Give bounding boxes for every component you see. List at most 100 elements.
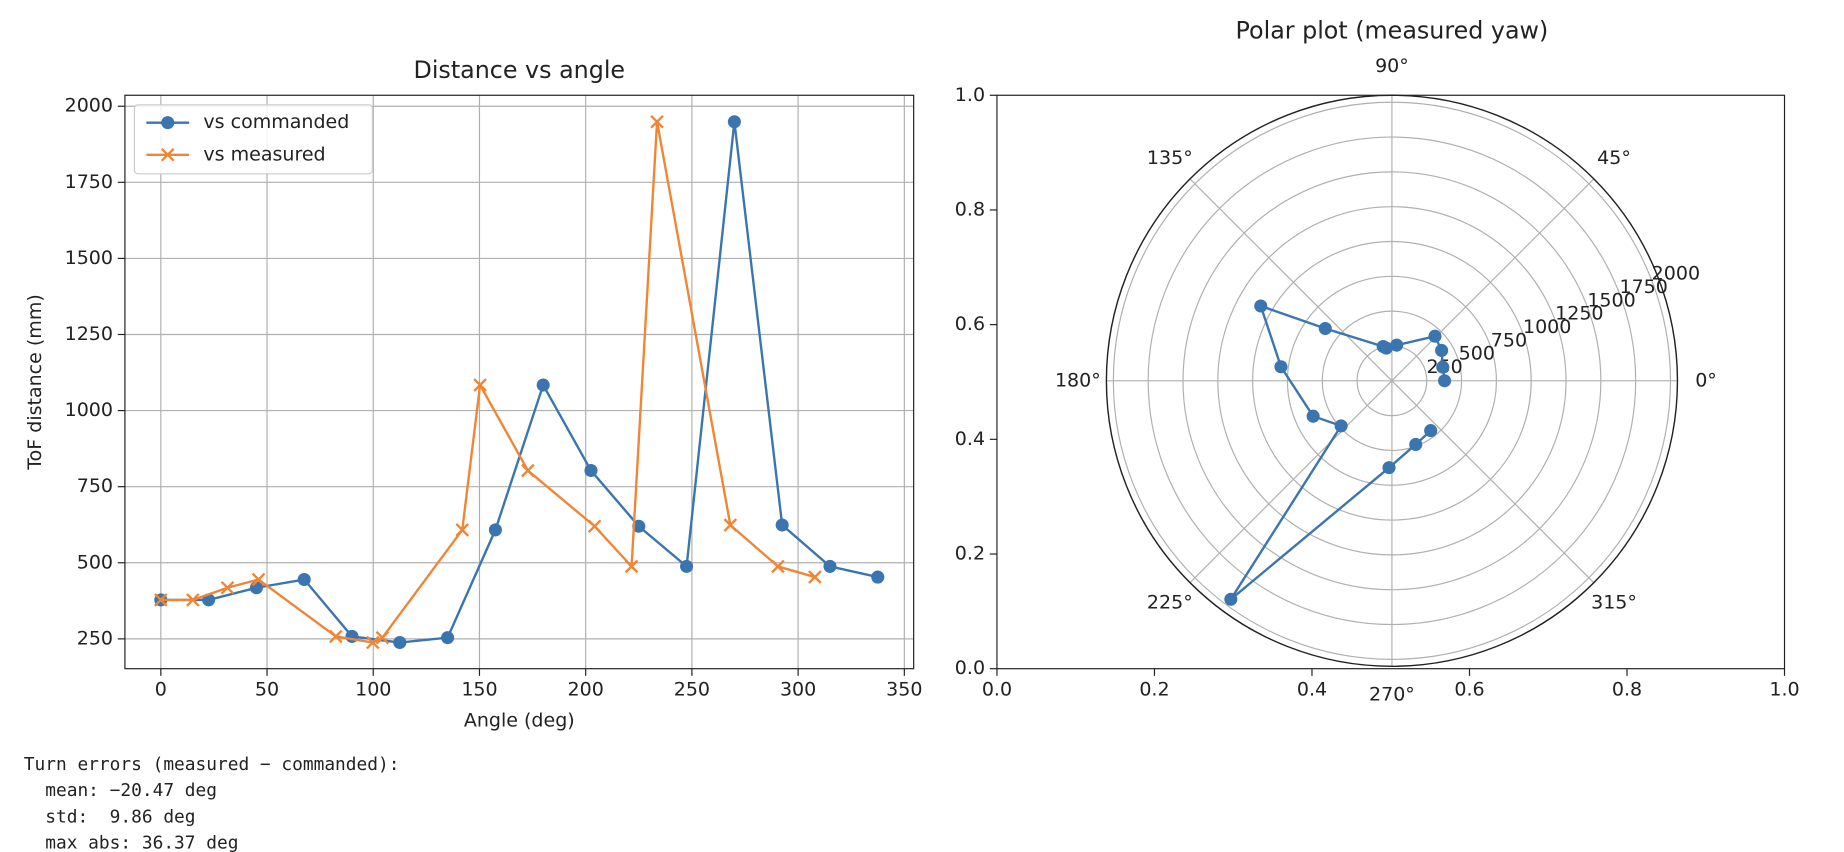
marker	[366, 635, 380, 650]
marker	[1382, 461, 1396, 475]
y-axis-label: ToF distance (mm)	[24, 294, 46, 471]
marker	[1428, 329, 1442, 343]
marker	[632, 519, 646, 533]
y-tick-label: 750	[77, 475, 113, 497]
marker	[488, 523, 502, 537]
y-tick-label: 0.4	[955, 428, 985, 450]
marker	[680, 559, 694, 573]
marker	[871, 570, 885, 584]
theta-tick-label: 180°	[1055, 369, 1101, 391]
marker	[1435, 343, 1449, 358]
x-tick-label: 0.2	[1139, 679, 1169, 701]
series-line	[1229, 304, 1446, 601]
r-tick-label: 1750	[1619, 276, 1667, 298]
marker	[1306, 409, 1320, 423]
y-tick-label: 0.0	[955, 657, 985, 679]
plot-frame	[124, 94, 915, 670]
theta-grid	[1391, 178, 1595, 382]
x-tick-label: 150	[461, 679, 497, 701]
marker	[521, 463, 535, 478]
console-line: std: 9.86 deg	[24, 806, 196, 827]
polar-frame	[1105, 94, 1679, 668]
marker	[1224, 592, 1238, 606]
console-line: max abs: 36.37 deg	[24, 833, 239, 852]
y-tick-label: 1500	[65, 247, 113, 269]
y-tick-label: 2000	[65, 95, 113, 117]
marker	[455, 523, 470, 537]
r-tick-label: 500	[1459, 343, 1495, 365]
theta-tick-label: 225°	[1147, 591, 1193, 613]
x-tick-label: 100	[355, 679, 391, 701]
r-tick-label: 2000	[1652, 263, 1700, 285]
legend-marker	[161, 116, 175, 130]
y-tick-label: 500	[77, 551, 113, 573]
theta-grid	[1189, 178, 1393, 382]
r-tick-label: 1250	[1555, 303, 1603, 325]
series-line	[160, 121, 816, 644]
y-tick-label: 1250	[65, 323, 113, 345]
marker	[1254, 299, 1268, 313]
marker	[624, 559, 639, 574]
marker	[297, 572, 311, 587]
marker	[375, 630, 390, 645]
x-tick-label: 1.0	[1769, 679, 1799, 701]
y-tick-label: 0.6	[955, 313, 985, 335]
marker	[441, 631, 455, 645]
marker	[1438, 374, 1452, 388]
theta-tick-label: 270°	[1369, 683, 1415, 705]
marker	[393, 635, 407, 650]
marker	[823, 559, 837, 573]
x-tick-label: 0.8	[1612, 679, 1642, 701]
marker	[536, 378, 550, 392]
r-tick-label: 1500	[1587, 289, 1635, 311]
marker	[473, 378, 487, 392]
x-tick-label: 50	[255, 679, 279, 701]
marker	[1318, 321, 1332, 336]
theta-grid	[1391, 380, 1595, 584]
x-axis-label: Angle (deg)	[464, 710, 575, 732]
x-tick-label: 300	[780, 679, 816, 701]
x-tick-label: 250	[674, 679, 710, 701]
y-tick-label: 0.2	[955, 543, 985, 565]
marker	[775, 518, 789, 532]
marker	[154, 593, 168, 607]
legend-marker	[160, 147, 175, 162]
y-tick-label: 1.0	[955, 84, 985, 106]
theta-tick-label: 315°	[1591, 591, 1637, 613]
y-tick-label: 1750	[65, 171, 113, 193]
marker	[650, 114, 664, 129]
marker	[727, 115, 741, 129]
y-tick-label: 1000	[65, 399, 113, 421]
marker	[808, 570, 822, 584]
theta-tick-label: 45°	[1597, 147, 1631, 169]
x-tick-label: 0	[155, 679, 167, 701]
marker	[584, 464, 598, 478]
marker	[771, 559, 785, 574]
marker	[251, 572, 266, 587]
chart-title: Distance vs angle	[414, 56, 626, 84]
marker	[1376, 339, 1390, 354]
theta-tick-label: 90°	[1375, 55, 1409, 77]
theta-grid	[1189, 380, 1393, 584]
marker	[1436, 360, 1450, 374]
chart-title: Polar plot (measured yaw)	[1236, 17, 1549, 45]
x-tick-label: 0.4	[1297, 679, 1327, 701]
r-tick-label: 1000	[1523, 316, 1571, 338]
marker	[1334, 419, 1348, 433]
console-line: Turn errors (measured − commanded):	[24, 754, 400, 775]
console-line: mean: −20.47 deg	[24, 780, 217, 801]
legend-box	[133, 104, 373, 175]
marker	[329, 629, 343, 644]
marker	[1390, 338, 1404, 352]
x-tick-label: 350	[886, 679, 922, 701]
marker	[220, 580, 235, 595]
marker	[587, 519, 602, 534]
x-tick-label: 0.6	[1454, 679, 1484, 701]
legend-label: vs measured	[203, 143, 325, 165]
y-tick-label: 250	[77, 627, 113, 649]
theta-tick-label: 135°	[1147, 147, 1193, 169]
x-tick-label: 0.0	[982, 679, 1012, 701]
marker	[1424, 424, 1438, 438]
r-tick-label: 750	[1491, 329, 1527, 351]
